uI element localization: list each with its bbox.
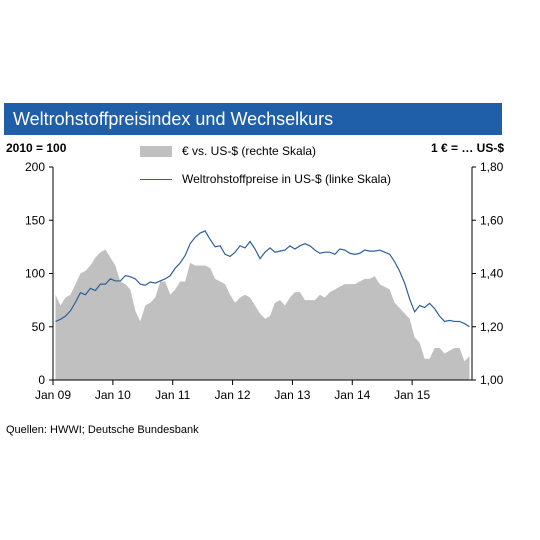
x-tick-label: Jan 14: [334, 388, 370, 402]
series-area-eur-usd: [55, 249, 470, 380]
left-axis-unit: 2010 = 100: [6, 141, 67, 155]
legend-line-swatch: [140, 179, 172, 180]
right-tick-label: 1,60: [480, 213, 504, 227]
x-tick-label: Jan 12: [215, 388, 251, 402]
right-axis-unit: 1 € = … US-$: [430, 141, 504, 155]
left-tick-label: 50: [32, 320, 46, 334]
left-tick-label: 150: [25, 213, 45, 227]
right-tick-label: 1,00: [480, 373, 504, 387]
x-tick-label: Jan 15: [394, 388, 430, 402]
right-tick-label: 1,40: [480, 267, 504, 281]
series-line-rohstoffpreise: [55, 230, 470, 328]
legend-line-label: Weltrohstoffpreise in US-$ (linke Skala): [182, 172, 391, 186]
chart-title: Weltrohstoffpreisindex und Wechselkurs: [4, 103, 502, 135]
x-tick-label: Jan 10: [95, 388, 131, 402]
x-tick-label: Jan 11: [155, 388, 190, 402]
source-note: Quellen: HWWI; Deutsche Bundesbank: [6, 424, 199, 436]
left-tick-label: 100: [25, 267, 45, 281]
left-tick-label: 200: [25, 160, 45, 174]
left-tick-label: 0: [38, 373, 45, 387]
legend-area-label: € vs. US-$ (rechte Skala): [182, 144, 317, 158]
x-tick-label: Jan 09: [35, 388, 71, 402]
legend-area-swatch: [140, 146, 172, 157]
x-tick-label: Jan 13: [274, 388, 310, 402]
right-tick-label: 1,20: [480, 320, 504, 334]
right-tick-label: 1,80: [480, 160, 504, 174]
